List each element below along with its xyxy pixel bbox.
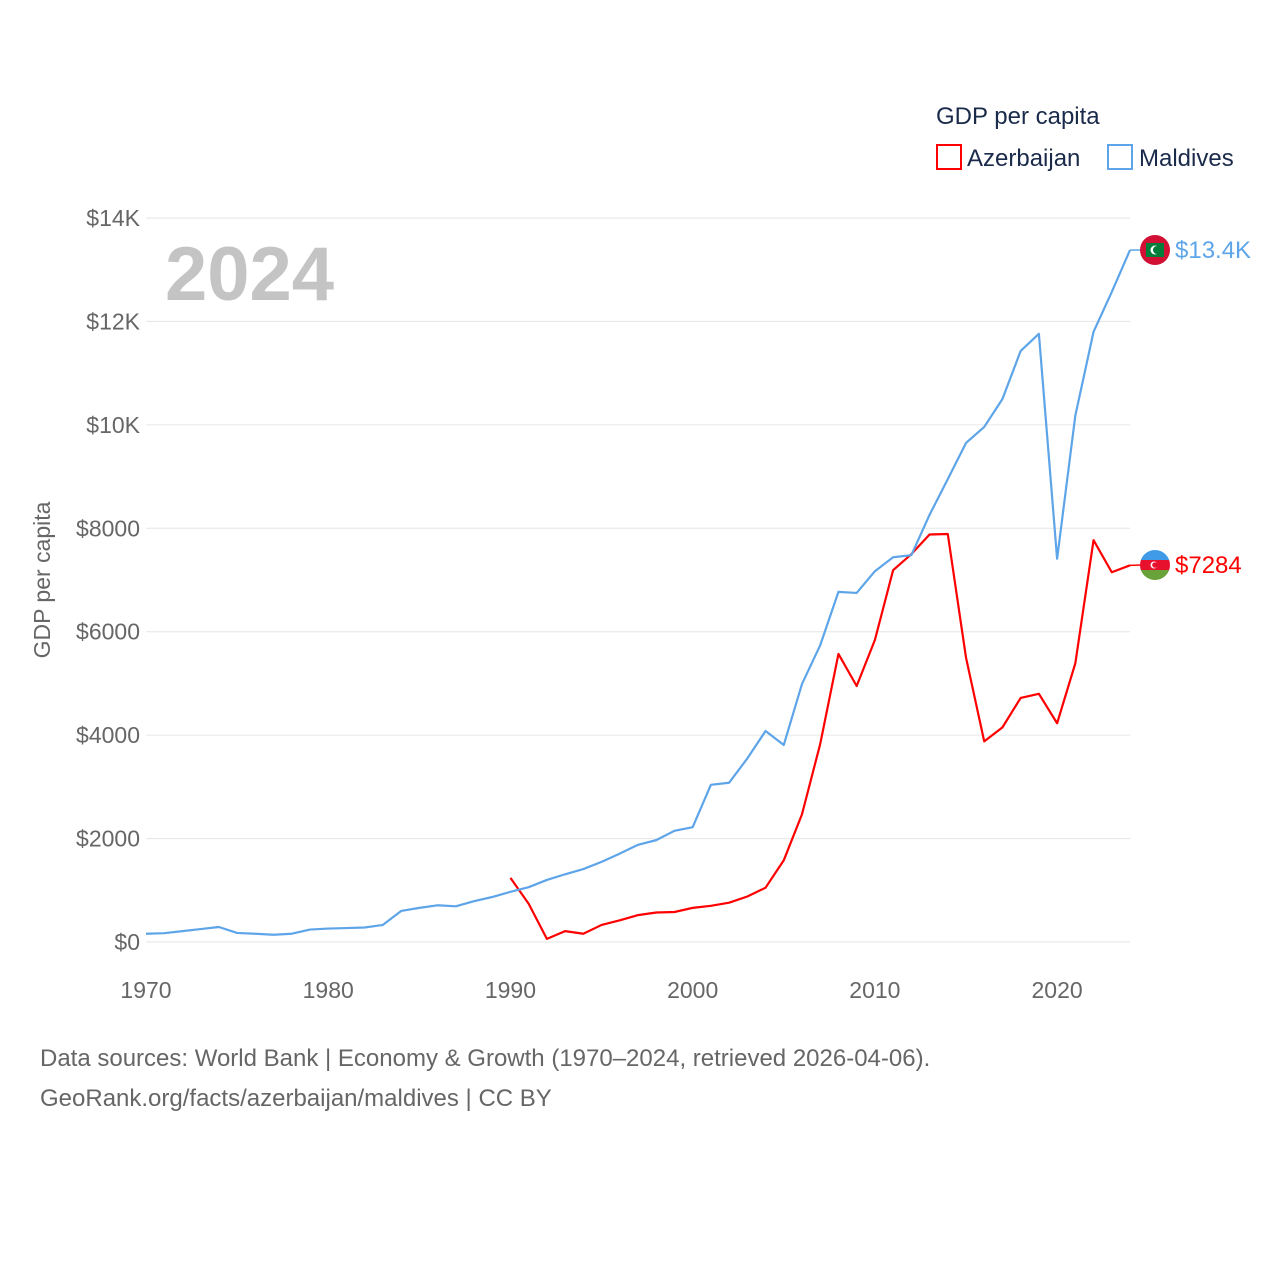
x-tick-label: 1970 <box>120 977 171 1003</box>
x-tick-label: 2010 <box>849 977 900 1003</box>
y-tick-label: $8000 <box>76 515 140 541</box>
maldives-flag-icon <box>1140 235 1170 265</box>
legend-swatch-maldives <box>1107 144 1133 170</box>
y-tick-label: $2000 <box>76 826 140 852</box>
y-tick-label: $10K <box>86 412 140 438</box>
end-value-label-azerbaijan: $7284 <box>1175 552 1242 579</box>
footer-sources: Data sources: World Bank | Economy & Gro… <box>40 1045 931 1072</box>
y-tick-label: $4000 <box>76 722 140 748</box>
legend-label-maldives[interactable]: Maldives <box>1139 145 1234 172</box>
azerbaijan-flag-icon <box>1140 550 1170 580</box>
y-tick-label: $14K <box>86 205 140 231</box>
x-tick-label: 1980 <box>303 977 354 1003</box>
end-value-label-maldives: $13.4K <box>1175 237 1251 264</box>
series-line-azerbaijan[interactable] <box>509 532 1131 940</box>
year-watermark: 2024 <box>165 232 334 317</box>
legend: GDP per capita Azerbaijan Maldives <box>936 103 1234 172</box>
y-tick-label: $0 <box>114 929 140 955</box>
x-tick-label: 1990 <box>485 977 536 1003</box>
series-line-maldives[interactable] <box>145 249 1132 936</box>
y-tick-label: $12K <box>86 308 140 334</box>
legend-label-azerbaijan[interactable]: Azerbaijan <box>967 145 1080 172</box>
gdp-line-chart: $0 $2000 $4000 $6000 $8000 $10K $12K $14K 1970 1… <box>29 103 1251 1003</box>
legend-swatch-azerbaijan <box>936 144 962 170</box>
x-tick-label: 2020 <box>1032 977 1083 1003</box>
y-axis-label: GDP per capita <box>29 501 55 658</box>
footer-credit: GeoRank.org/facts/azerbaijan/maldives | … <box>40 1085 552 1112</box>
legend-title: GDP per capita <box>936 103 1100 130</box>
x-tick-label: 2000 <box>667 977 718 1003</box>
y-tick-label: $6000 <box>76 619 140 645</box>
